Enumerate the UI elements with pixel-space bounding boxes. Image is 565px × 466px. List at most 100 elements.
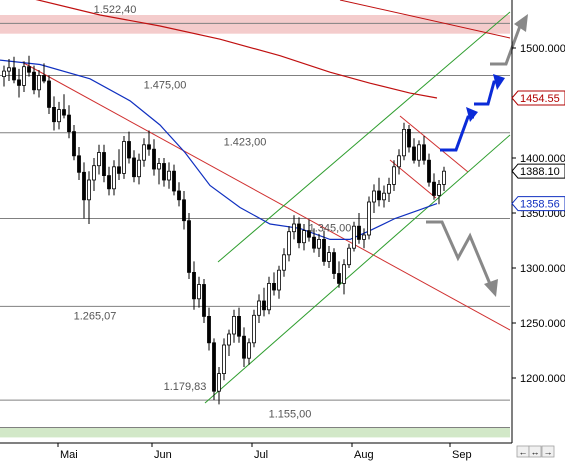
- candle: [182, 191, 186, 230]
- grey-arrowhead-up: [514, 14, 528, 32]
- level-label-3: 1.345,00: [309, 223, 352, 235]
- candle: [377, 177, 381, 207]
- candle: [87, 171, 91, 224]
- candle: [412, 138, 416, 164]
- candle: [392, 160, 396, 191]
- x-tick-label: Aug: [354, 449, 374, 461]
- candle: [272, 272, 276, 296]
- candle: [332, 248, 336, 279]
- blue-scenario-arrow-1: [440, 115, 474, 152]
- candle: [367, 196, 371, 240]
- candle: [132, 150, 136, 183]
- grey-scenario-arrow-up: [490, 25, 522, 66]
- trend-green-upper-line: [217, 11, 511, 263]
- candle: [342, 259, 346, 295]
- candle: [167, 162, 171, 189]
- candle: [247, 338, 251, 365]
- moving-average-50-line: [0, 59, 438, 240]
- candle: [17, 68, 21, 98]
- price-tag-label: 1388.10: [520, 166, 560, 178]
- candle: [407, 125, 411, 153]
- candle: [277, 265, 281, 299]
- candle: [372, 184, 376, 213]
- y-tick-label: 1200.000: [520, 373, 565, 385]
- svg-text:←: ←: [519, 447, 528, 457]
- candle: [337, 261, 341, 288]
- candle: [7, 59, 11, 81]
- trend-red-short-line: [399, 115, 469, 173]
- trend-red-long-line: [21, 61, 511, 331]
- candle: [187, 213, 191, 279]
- candle: [362, 228, 366, 249]
- price-tag-label: 1454.55: [520, 93, 560, 105]
- grey-arrowhead-down: [484, 279, 498, 297]
- candle: [327, 246, 331, 268]
- candle: [62, 94, 66, 119]
- candle: [242, 327, 246, 367]
- candle: [212, 338, 216, 400]
- candle: [162, 158, 166, 187]
- candle: [192, 261, 196, 310]
- candle: [352, 221, 356, 252]
- candle: [177, 182, 181, 207]
- scroll-both-icon[interactable]: ↔: [528, 445, 542, 458]
- price-tag-0: 1454.55: [511, 90, 565, 106]
- candle: [197, 276, 201, 308]
- candle: [52, 96, 56, 131]
- candle: [307, 219, 311, 242]
- level-label-1: 1.475,00: [144, 80, 187, 92]
- candle: [402, 122, 406, 161]
- candle: [77, 147, 81, 180]
- candle: [292, 215, 296, 240]
- candle: [282, 248, 286, 277]
- candle: [322, 230, 326, 266]
- candle: [222, 338, 226, 381]
- y-tick-label: 1300.000: [520, 263, 565, 275]
- candle: [122, 136, 126, 179]
- candle: [147, 130, 151, 156]
- candle: [72, 125, 76, 161]
- candle: [37, 70, 41, 98]
- candle: [432, 173, 436, 200]
- scroll-left-icon[interactable]: ←: [516, 445, 530, 458]
- candle: [262, 287, 266, 317]
- candle: [227, 329, 231, 356]
- level-zone-0: [0, 15, 510, 34]
- blue-arrowhead-2: [493, 74, 505, 90]
- trend-200-red-line: [339, 0, 511, 39]
- candle: [382, 185, 386, 208]
- candle: [12, 56, 16, 84]
- candle: [67, 105, 71, 139]
- x-tick-label: Jul: [254, 449, 268, 461]
- scenario-arrows: [426, 14, 528, 297]
- level-label-4: 1.265,07: [74, 310, 117, 322]
- y-tick-label: 1400.000: [520, 153, 565, 165]
- level-label-5: 1.179,83: [164, 381, 207, 393]
- candle: [152, 139, 156, 176]
- blue-arrowhead-1: [466, 107, 478, 122]
- candle: [387, 177, 391, 202]
- candle: [217, 367, 221, 405]
- candle: [92, 158, 96, 191]
- x-tick-label: Jun: [154, 449, 172, 461]
- candle: [252, 309, 256, 348]
- candle: [97, 144, 101, 175]
- y-tick-label: 1250.000: [520, 318, 565, 330]
- level-label-2: 1.423,00: [224, 137, 267, 149]
- candle: [142, 138, 146, 167]
- candle: [267, 276, 271, 315]
- candle: [347, 243, 351, 268]
- candle: [237, 307, 241, 343]
- scroll-right-icon[interactable]: →: [541, 445, 555, 458]
- candle: [422, 136, 426, 165]
- candle: [22, 61, 26, 92]
- candle: [157, 158, 161, 185]
- candle: [417, 140, 421, 167]
- candle: [427, 153, 431, 187]
- x-tick-label: Sep: [452, 449, 472, 461]
- candle: [202, 279, 206, 323]
- candle: [107, 166, 111, 196]
- svg-text:↔: ↔: [531, 447, 540, 457]
